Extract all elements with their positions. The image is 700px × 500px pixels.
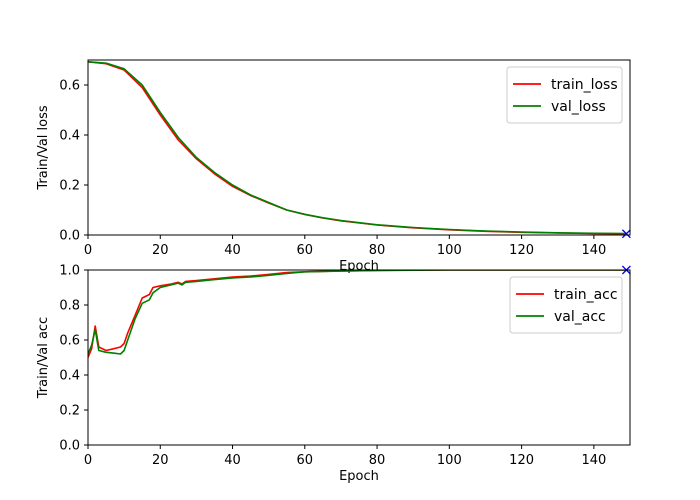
- x-tick-label: 40: [224, 243, 241, 258]
- legend-box: [506, 66, 623, 124]
- y-tick-label: 0.4: [59, 129, 80, 144]
- y-tick-label: 0.6: [59, 334, 80, 349]
- legend: train_acc val_acc: [509, 276, 623, 334]
- y-tick-label: 0.8: [59, 299, 80, 314]
- x-tick-label: 120: [509, 453, 534, 468]
- x-tick-label: 80: [369, 453, 386, 468]
- x-tick-label: 80: [369, 243, 386, 258]
- end-marker: [621, 229, 631, 239]
- x-tick-label: 120: [509, 243, 534, 258]
- accuracy-panel: 0 20 40 60 80 100 120 140 0.0 0.2 0.4 0.6 0.8 1.0 Epoc…: [36, 264, 631, 484]
- x-tick-label: 60: [297, 243, 314, 258]
- legend-label-train_loss: train_loss: [551, 77, 618, 93]
- y-tick-label: 0.0: [59, 439, 80, 454]
- series-line-val_loss: [88, 61, 627, 235]
- axes-frame: [87, 269, 631, 446]
- x-tick-label: 20: [152, 243, 169, 258]
- x-tick-label: 0: [84, 453, 92, 468]
- y-axis-label: Train/Val acc: [36, 317, 51, 399]
- x-tick-label: 20: [152, 453, 169, 468]
- series-line-val_acc: [88, 270, 627, 355]
- y-tick-label: 0.0: [59, 229, 80, 244]
- plot-area: [88, 270, 627, 358]
- x-tick-label: 60: [297, 453, 314, 468]
- legend-label-val_acc: val_acc: [554, 309, 606, 325]
- y-tick-label: 1.0: [59, 264, 80, 279]
- x-tick-label: 100: [437, 243, 462, 258]
- legend-label-train_acc: train_acc: [554, 287, 618, 303]
- legend-box: [509, 276, 623, 334]
- x-tick-label: 140: [581, 453, 606, 468]
- legend: train_loss val_loss: [506, 66, 623, 124]
- y-tick-label: 0.4: [59, 369, 80, 384]
- x-tick-label: 140: [581, 243, 606, 258]
- y-tick-label: 0.6: [59, 79, 80, 94]
- axes-frame: [87, 59, 631, 236]
- y-tick-label: 0.2: [59, 404, 80, 419]
- y-axis-label: Train/Val loss: [36, 105, 51, 191]
- x-tick-label: 100: [437, 453, 462, 468]
- x-tick-label: 40: [224, 453, 241, 468]
- plot-area: [88, 61, 627, 235]
- loss-panel: 0 20 40 60 80 100 120 1400.00.20.40.6EpochTrain…: [36, 59, 631, 274]
- x-axis-label: Epoch: [339, 469, 379, 484]
- x-tick-label: 0: [84, 243, 92, 258]
- y-tick-label: 0.2: [59, 179, 80, 194]
- legend-label-val_loss: val_loss: [551, 99, 606, 115]
